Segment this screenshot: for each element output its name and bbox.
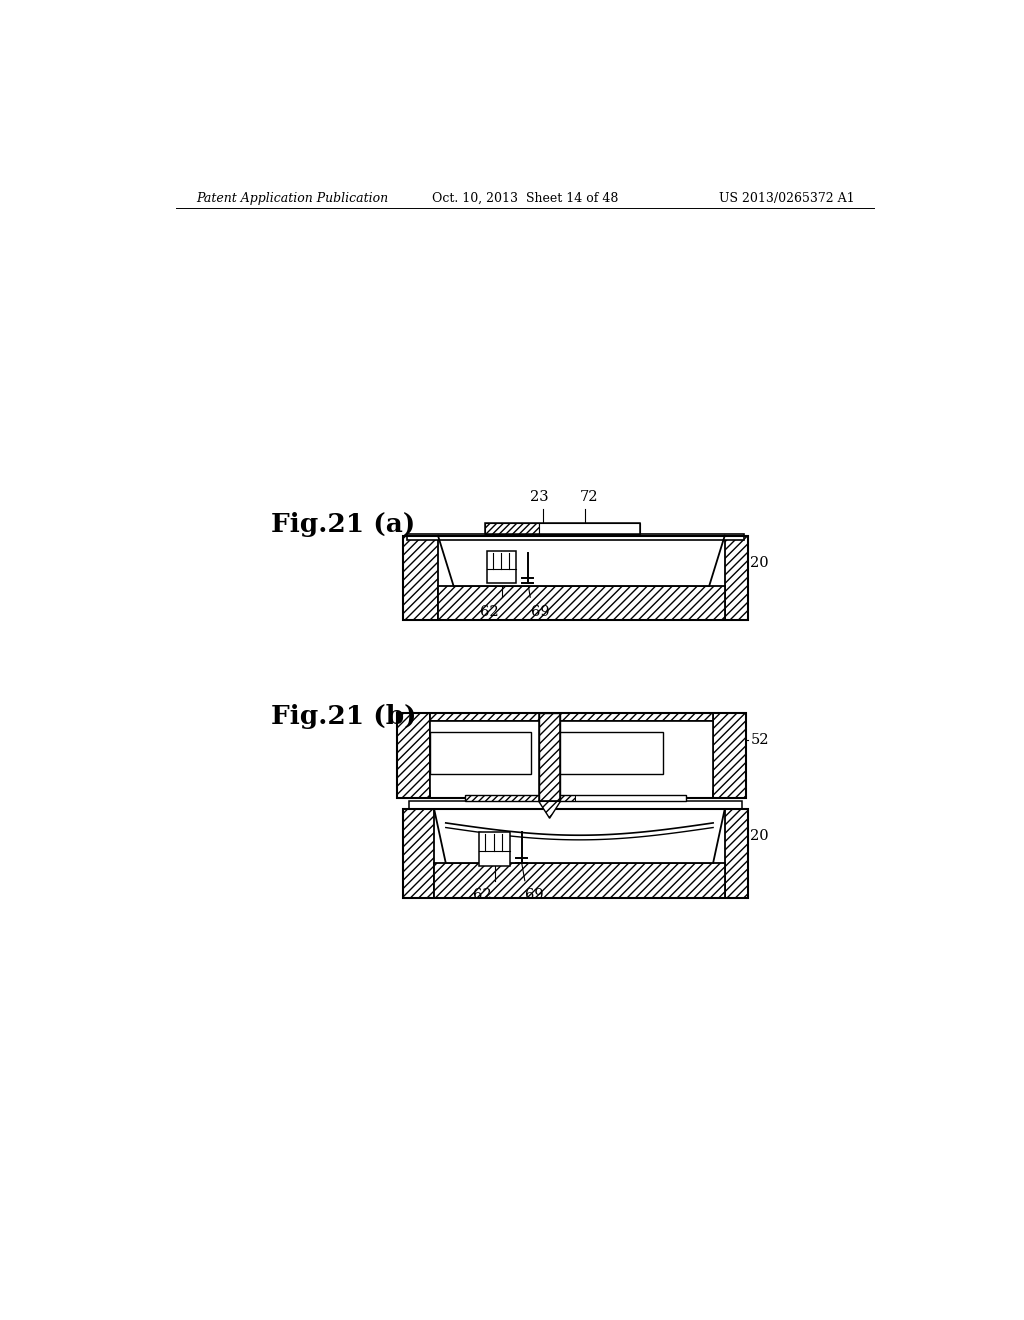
- Text: 20: 20: [751, 556, 769, 570]
- Bar: [465, 795, 686, 801]
- Bar: [434, 863, 725, 898]
- Bar: [403, 536, 438, 620]
- Polygon shape: [434, 809, 725, 863]
- Bar: [539, 713, 560, 801]
- Text: 62: 62: [473, 888, 492, 903]
- Text: 52: 52: [751, 733, 769, 747]
- Text: 69: 69: [524, 888, 544, 903]
- Bar: [403, 536, 748, 620]
- Text: Fig.21 (b): Fig.21 (b): [271, 704, 417, 729]
- Text: 72: 72: [593, 746, 610, 760]
- Bar: [479, 832, 510, 866]
- Bar: [430, 721, 713, 789]
- Bar: [403, 809, 434, 898]
- Text: 23: 23: [530, 490, 549, 504]
- Text: Patent Application Publication: Patent Application Publication: [197, 191, 388, 205]
- Bar: [430, 733, 531, 775]
- Bar: [539, 713, 560, 801]
- Bar: [713, 713, 745, 797]
- Bar: [397, 713, 430, 797]
- Bar: [430, 713, 713, 721]
- Bar: [407, 535, 744, 540]
- Bar: [539, 523, 640, 535]
- Text: Oct. 10, 2013  Sheet 14 of 48: Oct. 10, 2013 Sheet 14 of 48: [431, 191, 618, 205]
- Text: 62: 62: [480, 605, 499, 619]
- Bar: [403, 809, 748, 898]
- Bar: [486, 552, 516, 583]
- Polygon shape: [438, 536, 725, 586]
- Text: 23: 23: [558, 746, 575, 760]
- Text: 69: 69: [531, 605, 550, 619]
- Bar: [484, 523, 640, 535]
- Text: 52a: 52a: [455, 746, 481, 760]
- Bar: [410, 801, 741, 809]
- Text: 34: 34: [435, 746, 453, 760]
- Bar: [397, 713, 745, 797]
- Bar: [465, 795, 575, 801]
- Bar: [438, 586, 725, 620]
- Text: 72: 72: [580, 490, 598, 504]
- Polygon shape: [539, 801, 560, 818]
- Bar: [484, 523, 539, 535]
- Bar: [725, 809, 748, 898]
- Bar: [725, 536, 748, 620]
- Text: US 2013/0265372 A1: US 2013/0265372 A1: [719, 191, 855, 205]
- Bar: [575, 795, 686, 801]
- Text: Fig.21 (a): Fig.21 (a): [271, 512, 416, 537]
- Bar: [550, 733, 663, 775]
- Text: 20: 20: [751, 829, 769, 843]
